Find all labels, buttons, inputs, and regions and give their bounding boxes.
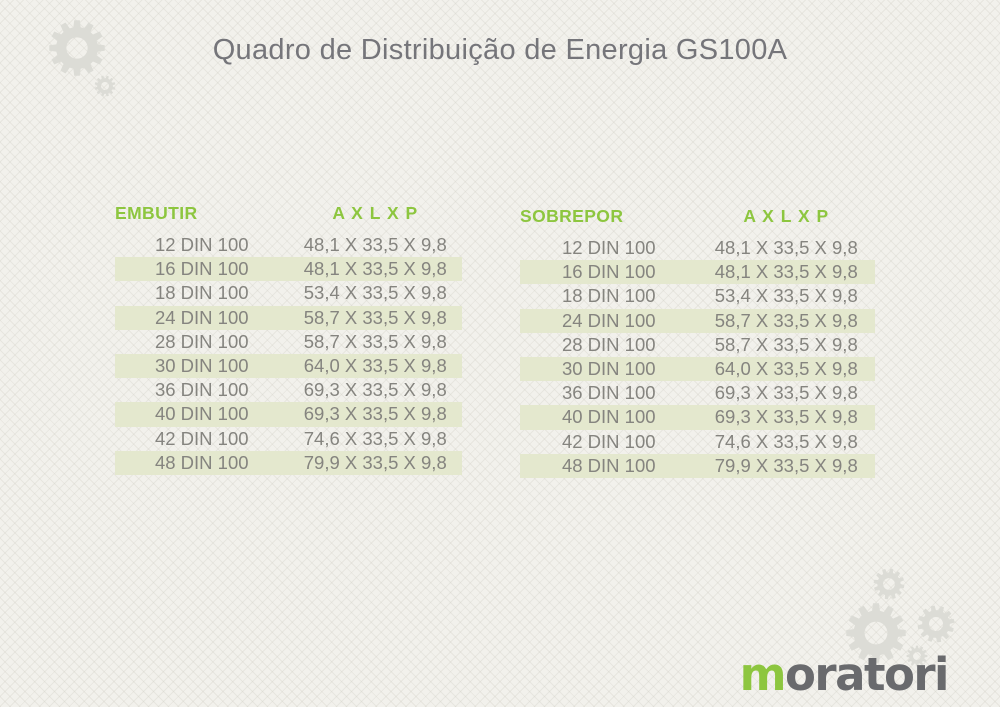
row-dims: 64,0 X 33,5 X 9,8	[303, 355, 447, 377]
row-dims: 69,3 X 33,5 X 9,8	[303, 379, 447, 401]
table-sobrepor-dims-header: A X L X P	[743, 205, 830, 226]
row-dims: 79,9 X 33,5 X 9,8	[303, 451, 447, 473]
row-din: 36 DIN 100	[561, 382, 656, 404]
row-din: 18 DIN 100	[154, 282, 249, 304]
gear-icon	[92, 73, 118, 99]
table-sobrepor-header-row: SOBREPOR A X L X P	[520, 204, 875, 228]
table-row: 24 DIN 100 58,7 X 33,5 X 9,8	[115, 305, 462, 330]
row-dims: 74,6 X 33,5 X 9,8	[714, 430, 858, 452]
logo-rest-text: oratori	[784, 648, 950, 701]
row-dims: 69,3 X 33,5 X 9,8	[714, 406, 858, 428]
table-row: 18 DIN 100 53,4 X 33,5 X 9,8	[520, 284, 875, 308]
logo-moratori: moratori	[740, 652, 950, 697]
table-row: 40 DIN 100 69,3 X 33,5 X 9,8	[520, 405, 875, 430]
table-row: 40 DIN 100 69,3 X 33,5 X 9,8	[115, 402, 462, 427]
row-dims: 48,1 X 33,5 X 9,8	[714, 237, 858, 259]
gear-icon	[871, 566, 907, 602]
row-dims: 69,3 X 33,5 X 9,8	[714, 382, 858, 404]
row-din: 36 DIN 100	[154, 379, 249, 401]
row-din: 30 DIN 100	[154, 355, 249, 377]
table-sobrepor: SOBREPOR A X L X P 12 DIN 100 48,1 X 33,5…	[520, 204, 875, 478]
table-sobrepor-title: SOBREPOR	[520, 205, 624, 226]
table-embutir-dims-header: A X L X P	[332, 202, 419, 223]
page-title: Quadro de Distribuição de Energia GS100A	[212, 34, 788, 66]
row-din: 48 DIN 100	[561, 454, 656, 476]
row-din: 42 DIN 100	[561, 430, 656, 452]
table-embutir-title: EMBUTIR	[115, 202, 198, 223]
row-din: 24 DIN 100	[154, 306, 249, 328]
row-din: 18 DIN 100	[561, 285, 656, 307]
table-row: 36 DIN 100 69,3 X 33,5 X 9,8	[520, 381, 875, 405]
row-din: 12 DIN 100	[561, 237, 656, 259]
row-dims: 58,7 X 33,5 X 9,8	[303, 306, 447, 328]
row-din: 24 DIN 100	[561, 309, 656, 331]
table-row: 12 DIN 100 48,1 X 33,5 X 9,8	[115, 233, 462, 257]
row-dims: 58,7 X 33,5 X 9,8	[303, 330, 447, 352]
row-din: 16 DIN 100	[154, 258, 249, 280]
table-row: 18 DIN 100 53,4 X 33,5 X 9,8	[115, 281, 462, 305]
table-embutir: EMBUTIR A X L X P 12 DIN 100 48,1 X 33,5 …	[115, 201, 462, 475]
row-dims: 64,0 X 33,5 X 9,8	[714, 358, 858, 380]
row-din: 42 DIN 100	[154, 427, 249, 449]
row-dims: 74,6 X 33,5 X 9,8	[303, 427, 447, 449]
table-row: 48 DIN 100 79,9 X 33,5 X 9,8	[115, 450, 462, 475]
table-row: 30 DIN 100 64,0 X 33,5 X 9,8	[115, 353, 462, 379]
table-row: 48 DIN 100 79,9 X 33,5 X 9,8	[520, 453, 875, 478]
table-row: 42 DIN 100 74,6 X 33,5 X 9,8	[520, 430, 875, 454]
table-row: 36 DIN 100 69,3 X 33,5 X 9,8	[115, 378, 462, 402]
row-din: 40 DIN 100	[154, 403, 249, 425]
row-dims: 58,7 X 33,5 X 9,8	[714, 309, 858, 331]
table-row: 30 DIN 100 64,0 X 33,5 X 9,8	[520, 356, 875, 382]
row-din: 28 DIN 100	[154, 330, 249, 352]
row-din: 40 DIN 100	[561, 406, 656, 428]
table-row: 42 DIN 100 74,6 X 33,5 X 9,8	[115, 427, 462, 451]
logo-letter-m: m	[739, 648, 787, 701]
table-row: 16 DIN 100 48,1 X 33,5 X 9,8	[115, 257, 462, 282]
row-dims: 53,4 X 33,5 X 9,8	[303, 282, 447, 304]
table-row: 28 DIN 100 58,7 X 33,5 X 9,8	[115, 330, 462, 354]
row-dims: 79,9 X 33,5 X 9,8	[714, 454, 858, 476]
row-din: 16 DIN 100	[561, 261, 656, 283]
row-dims: 48,1 X 33,5 X 9,8	[714, 261, 858, 283]
table-row: 16 DIN 100 48,1 X 33,5 X 9,8	[520, 260, 875, 285]
row-din: 12 DIN 100	[154, 234, 249, 256]
row-dims: 53,4 X 33,5 X 9,8	[714, 285, 858, 307]
row-dims: 58,7 X 33,5 X 9,8	[714, 333, 858, 355]
row-din: 28 DIN 100	[561, 333, 656, 355]
gear-icon	[912, 600, 960, 648]
table-embutir-header-row: EMBUTIR A X L X P	[115, 201, 462, 225]
table-row: 28 DIN 100 58,7 X 33,5 X 9,8	[520, 333, 875, 357]
row-dims: 48,1 X 33,5 X 9,8	[303, 258, 447, 280]
row-dims: 48,1 X 33,5 X 9,8	[303, 234, 447, 256]
table-row: 12 DIN 100 48,1 X 33,5 X 9,8	[520, 236, 875, 260]
row-din: 48 DIN 100	[154, 451, 249, 473]
table-row: 24 DIN 100 58,7 X 33,5 X 9,8	[520, 308, 875, 333]
row-dims: 69,3 X 33,5 X 9,8	[303, 403, 447, 425]
row-din: 30 DIN 100	[561, 358, 656, 380]
